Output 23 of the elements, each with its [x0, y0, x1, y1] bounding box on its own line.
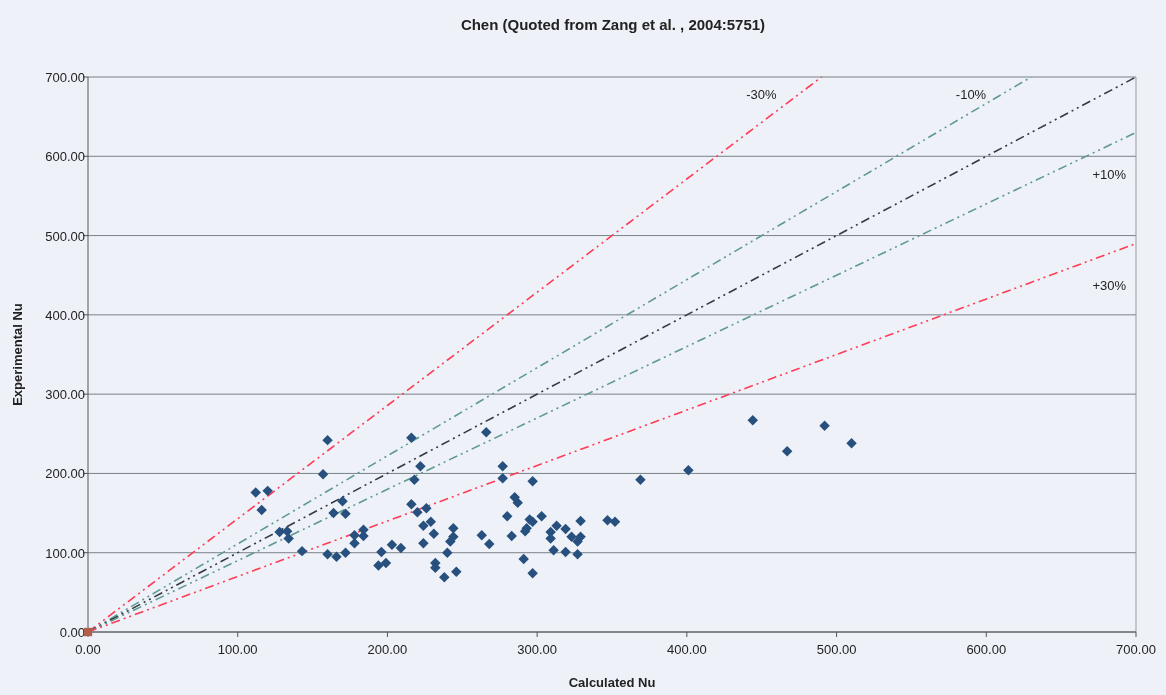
x-tick-label: 500.00 [816, 642, 857, 657]
chart-title: Chen (Quoted from Zang et al. , 2004:5751) [460, 16, 766, 33]
y-axis-title: Experimental Nu [10, 303, 25, 406]
series-label: -10% [955, 87, 987, 102]
x-tick-label: 400.00 [666, 642, 707, 657]
series-label: +30% [1092, 277, 1127, 293]
x-tick-label: 600.00 [966, 642, 1007, 657]
x-tick-label: 0.00 [75, 642, 101, 657]
x-tick-label: 300.00 [517, 642, 558, 657]
y-tick-label: 200.00 [45, 466, 85, 482]
y-tick-label: 600.00 [45, 149, 85, 165]
y-tick-label: 300.00 [45, 387, 85, 403]
series-label: -30% [746, 87, 778, 102]
x-tick-label: 200.00 [367, 642, 408, 657]
y-tick-label: 0.00 [59, 625, 85, 640]
x-tick-label: 700.00 [1116, 642, 1156, 657]
y-tick-label: 100.00 [45, 545, 85, 561]
x-axis-title: Calculated Nu [568, 675, 656, 690]
y-tick-label: 700.00 [45, 70, 85, 85]
series-label: +10% [1092, 166, 1127, 182]
x-tick-label: 100.00 [217, 642, 258, 657]
y-tick-label: 500.00 [45, 228, 85, 244]
y-tick-label: 400.00 [45, 307, 85, 323]
